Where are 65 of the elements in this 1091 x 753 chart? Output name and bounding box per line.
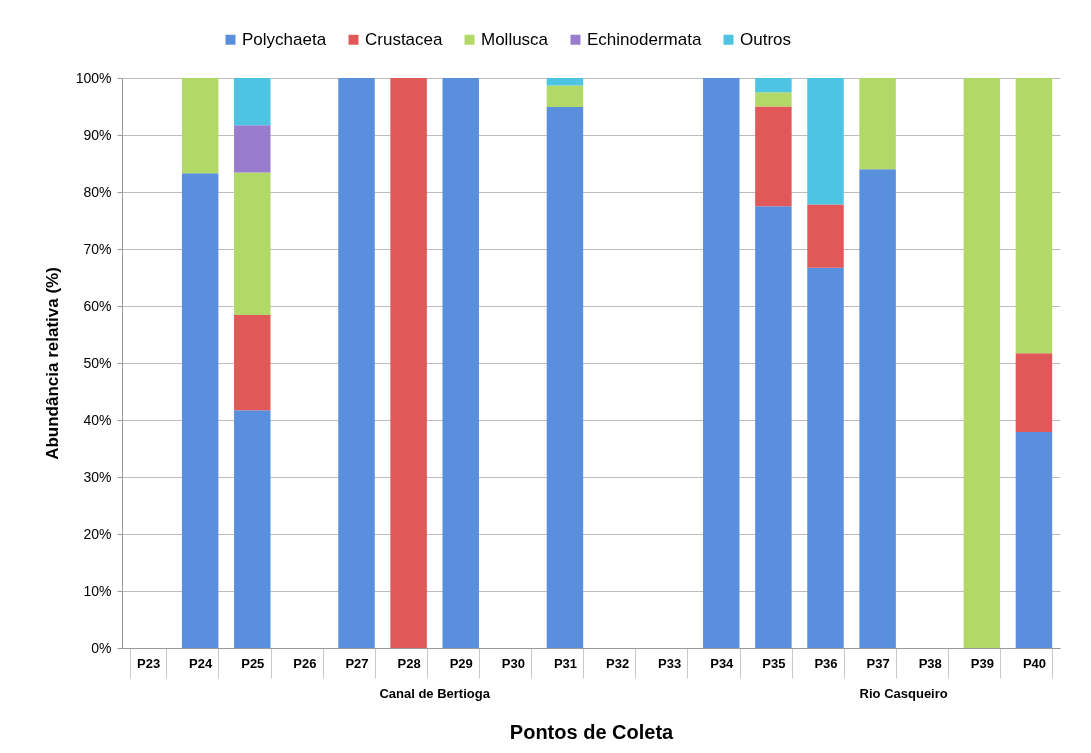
bar <box>755 206 792 648</box>
bar <box>859 78 896 170</box>
x-tick-label: P35 <box>762 655 786 671</box>
bar <box>234 125 271 173</box>
x-tick-label: P40 <box>1022 655 1047 671</box>
y-tick-label: 60% <box>83 297 112 314</box>
bar <box>807 204 844 268</box>
bar <box>807 267 844 648</box>
legend-label: Polychaeta <box>242 29 327 49</box>
x-tick-label: P36 <box>814 655 838 671</box>
x-tick-label: P27 <box>345 655 369 671</box>
text: Canal de Bertioga <box>379 686 491 701</box>
x-tick-label: P37 <box>866 655 890 671</box>
legend-label: Crustacea <box>365 29 444 49</box>
text: Rio Casqueiro <box>859 686 948 701</box>
y-tick-label: 100% <box>75 69 112 86</box>
bar <box>546 107 584 648</box>
bar <box>963 78 1001 648</box>
y-tick-label: 20% <box>83 525 112 542</box>
legend-label: Mollusca <box>481 29 549 49</box>
x-tick-label: P34 <box>710 655 735 671</box>
bar <box>1015 431 1053 648</box>
y-tick-label: 10% <box>83 582 112 599</box>
x-tick-label: P23 <box>136 655 161 671</box>
bar <box>234 78 271 126</box>
bar <box>181 173 219 648</box>
bar <box>234 410 271 648</box>
x-tick-label: P39 <box>970 655 994 671</box>
y-tick-label: 30% <box>83 468 112 485</box>
bar <box>755 92 792 107</box>
x-tick-label: P32 <box>605 655 630 671</box>
x-tick-label: P25 <box>241 655 265 671</box>
bar <box>234 315 271 411</box>
x-tick-label: P29 <box>449 655 473 671</box>
y-tick-label: 90% <box>83 126 112 143</box>
bar <box>703 78 740 648</box>
bar <box>755 106 792 207</box>
bar <box>1015 353 1053 432</box>
x-axis-title: Pontos de Coleta <box>509 720 675 743</box>
bar <box>807 78 844 205</box>
y-tick-label: 80% <box>83 183 112 200</box>
bar <box>755 78 792 93</box>
bar <box>234 172 271 316</box>
x-tick-label: P38 <box>918 655 942 671</box>
bar <box>338 78 375 648</box>
y-tick-label: 40% <box>83 411 112 428</box>
bar <box>546 85 584 108</box>
legend-label: Outros <box>740 29 792 49</box>
bar <box>546 78 584 86</box>
x-tick-label: P31 <box>553 655 578 671</box>
x-tick-label: P33 <box>658 655 682 671</box>
x-tick-label: P28 <box>397 655 421 671</box>
bar <box>181 78 219 174</box>
y-axis-title: Abundância relativa (%) <box>42 267 62 460</box>
y-tick-label: 70% <box>83 240 112 257</box>
bar <box>390 78 427 648</box>
x-tick-label: P30 <box>501 655 525 671</box>
x-tick-label: P26 <box>293 655 317 671</box>
bar <box>1015 78 1053 354</box>
y-tick-label: 50% <box>83 354 112 371</box>
bar <box>442 78 479 648</box>
y-tick-label: 0% <box>91 639 112 656</box>
x-tick-label: P24 <box>189 655 213 671</box>
bar <box>859 169 896 648</box>
legend-label: Echinodermata <box>587 29 702 49</box>
